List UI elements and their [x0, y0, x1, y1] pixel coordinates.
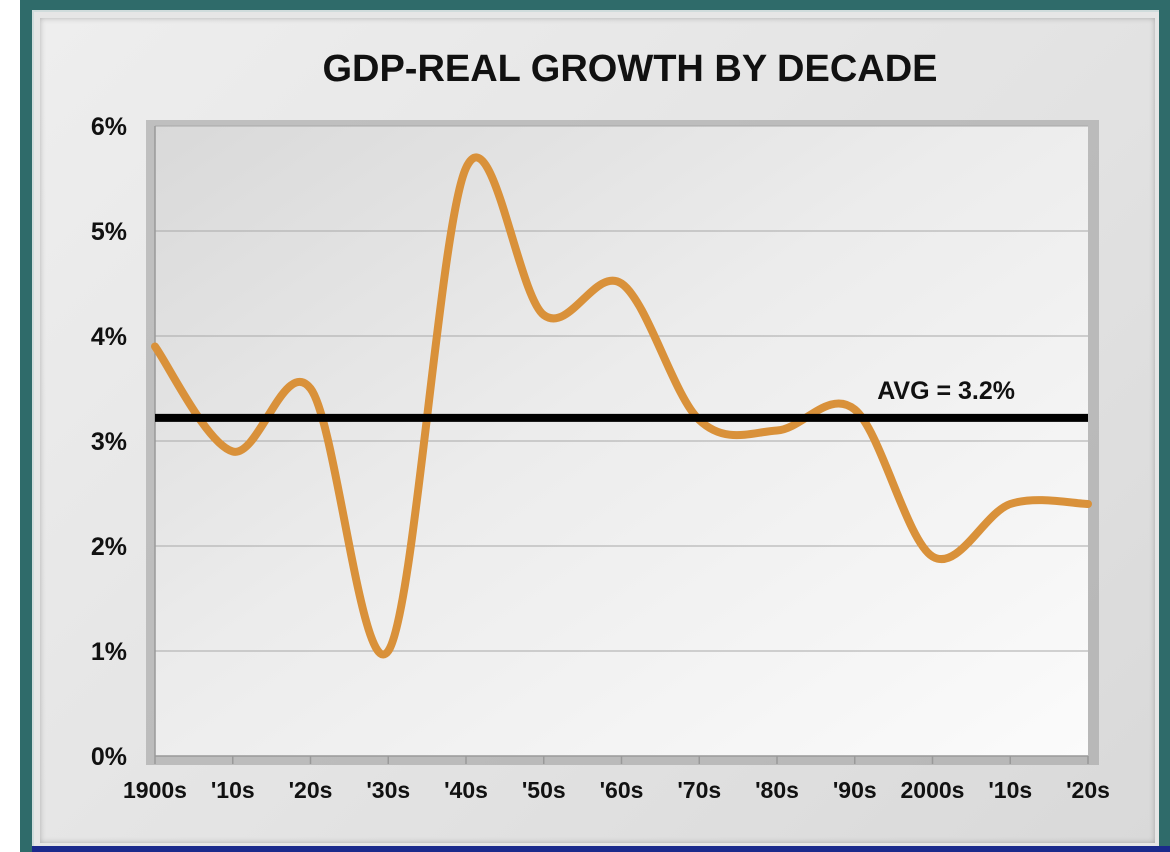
x-tick-label: '70s	[677, 777, 721, 803]
average-line-group: AVG = 3.2%	[155, 377, 1088, 422]
bottom-accent-bar	[32, 846, 1170, 852]
y-axis: 0% 1% 2% 3% 4% 5% 6%	[91, 113, 156, 771]
x-tick-label: 1900s	[123, 777, 187, 803]
y-tick-label: 0%	[91, 743, 127, 771]
y-tick-label: 2%	[91, 533, 127, 561]
y-tick-label: 6%	[91, 113, 127, 141]
x-tick-label: '10s	[211, 777, 255, 803]
y-tick-label: 1%	[91, 638, 127, 666]
x-tick-label: '20s	[1066, 777, 1110, 803]
grid-lines	[155, 125, 1088, 652]
x-tick-label: '80s	[755, 777, 799, 803]
x-tick-label: '90s	[833, 777, 877, 803]
average-label: AVG = 3.2%	[877, 377, 1015, 405]
x-tick-label: '10s	[988, 777, 1032, 803]
x-tick-label: 2000s	[901, 777, 965, 803]
y-tick-label: 5%	[91, 218, 127, 246]
x-tick-label: '30s	[366, 777, 410, 803]
x-tick-label: '20s	[289, 777, 333, 803]
chart-title: GDP-REAL GROWTH BY DECADE	[322, 48, 938, 90]
y-tick-label: 3%	[91, 428, 127, 456]
x-tick-label: '50s	[522, 777, 566, 803]
x-tick-label: '40s	[444, 777, 488, 803]
y-tick-label: 4%	[91, 323, 127, 351]
x-axis: 1900s '10s '20s '30s '40s '50s '60s '70s '80s '90…	[123, 755, 1110, 803]
x-tick-label: '60s	[600, 777, 644, 803]
